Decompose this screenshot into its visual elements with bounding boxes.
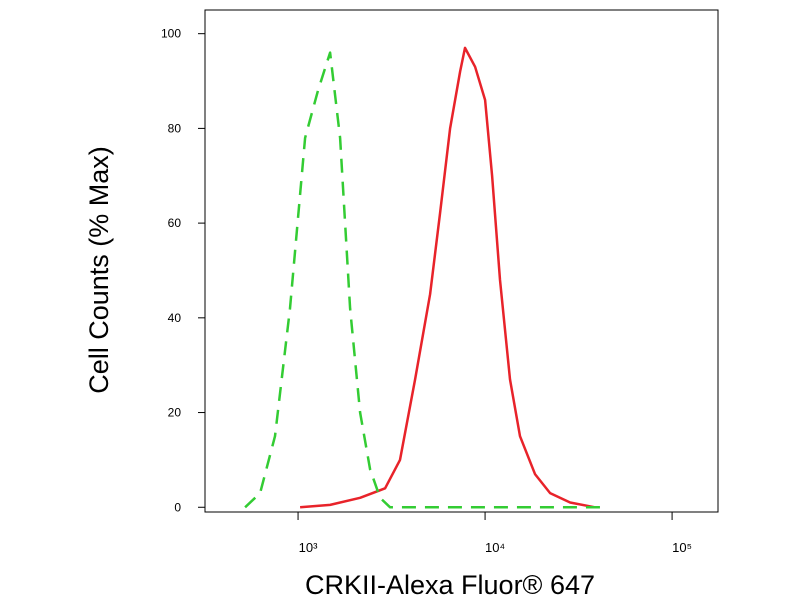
histogram-line [244, 51, 601, 509]
y-tick-label: 60 [168, 216, 182, 230]
histogram-line [300, 46, 596, 509]
x-tick-label: 10⁵ [672, 540, 692, 555]
y-tick-label: 0 [174, 500, 181, 514]
y-tick-label: 20 [168, 406, 182, 420]
y-axis-label: Cell Counts (% Max) [84, 146, 114, 394]
plot-frame [204, 9, 719, 513]
y-tick-label: 80 [168, 121, 182, 135]
x-tick-label: 10⁴ [485, 540, 505, 555]
x-axis-label: CRKII-Alexa Fluor® 647 [305, 570, 595, 600]
y-tick-label: 100 [161, 27, 181, 41]
x-tick-label: 10³ [299, 540, 318, 555]
y-tick-label: 40 [168, 311, 182, 325]
